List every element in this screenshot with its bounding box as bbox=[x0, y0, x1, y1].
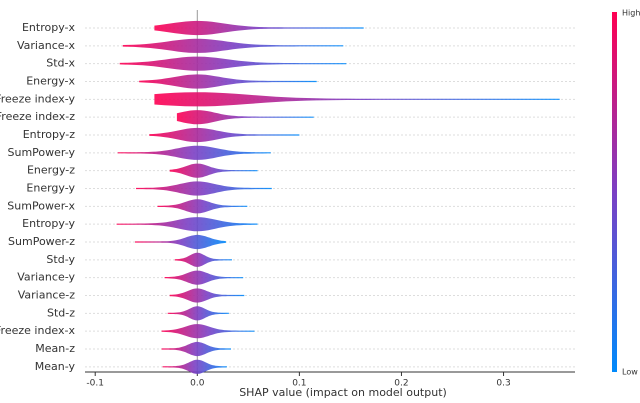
violin bbox=[154, 20, 364, 36]
violin bbox=[136, 181, 272, 196]
y-tick-label: Variance-z bbox=[18, 289, 75, 302]
violin bbox=[157, 199, 248, 214]
violin bbox=[119, 56, 347, 71]
x-tick-label: 0.0 bbox=[190, 379, 205, 389]
colorbar bbox=[612, 12, 617, 372]
violin bbox=[174, 252, 232, 267]
y-tick-label: Mean-z bbox=[35, 342, 75, 355]
violin bbox=[139, 74, 317, 89]
y-tick-label: SumPower-z bbox=[8, 235, 75, 248]
y-tick-label: Freeze index-x bbox=[0, 324, 75, 337]
violin bbox=[122, 38, 344, 53]
y-tick-label: Entropy-x bbox=[22, 21, 76, 34]
violin bbox=[169, 163, 258, 178]
y-tick-label: Freeze index-z bbox=[0, 110, 75, 123]
y-tick-label: Std-y bbox=[46, 253, 75, 266]
y-tick-label: Std-x bbox=[46, 57, 75, 70]
y-tick-label: Freeze index-y bbox=[0, 92, 75, 105]
x-tick-label: 0.3 bbox=[496, 379, 510, 389]
x-tick-label: 0.2 bbox=[394, 379, 408, 389]
y-tick-label: SumPower-y bbox=[7, 146, 75, 159]
violin bbox=[116, 217, 258, 232]
violin bbox=[169, 288, 245, 303]
violin bbox=[162, 359, 227, 374]
x-tick-label: 0.1 bbox=[292, 379, 306, 389]
x-axis-label: SHAP value (impact on model output) bbox=[239, 386, 447, 399]
colorbar-high: High bbox=[622, 9, 640, 18]
x-tick-label: -0.1 bbox=[86, 379, 104, 389]
violin bbox=[167, 306, 229, 321]
violin bbox=[161, 324, 255, 339]
violin bbox=[164, 270, 244, 285]
y-tick-label: Variance-x bbox=[17, 39, 75, 52]
violin bbox=[154, 92, 560, 107]
y-tick-label: Energy-z bbox=[27, 164, 75, 177]
y-tick-label: Std-z bbox=[47, 306, 75, 319]
violin bbox=[176, 110, 314, 125]
y-tick-label: Energy-x bbox=[26, 75, 75, 88]
violin bbox=[135, 234, 226, 250]
y-tick-label: Energy-y bbox=[26, 182, 75, 195]
y-tick-label: Variance-y bbox=[17, 271, 75, 284]
violin bbox=[117, 145, 271, 160]
violin bbox=[161, 341, 231, 357]
y-tick-label: SumPower-x bbox=[7, 199, 75, 212]
colorbar-low: Low bbox=[622, 368, 638, 377]
violin bbox=[149, 127, 300, 143]
y-tick-label: Entropy-z bbox=[23, 128, 76, 141]
y-tick-label: Entropy-y bbox=[22, 217, 75, 230]
y-tick-label: Mean-y bbox=[35, 360, 76, 373]
